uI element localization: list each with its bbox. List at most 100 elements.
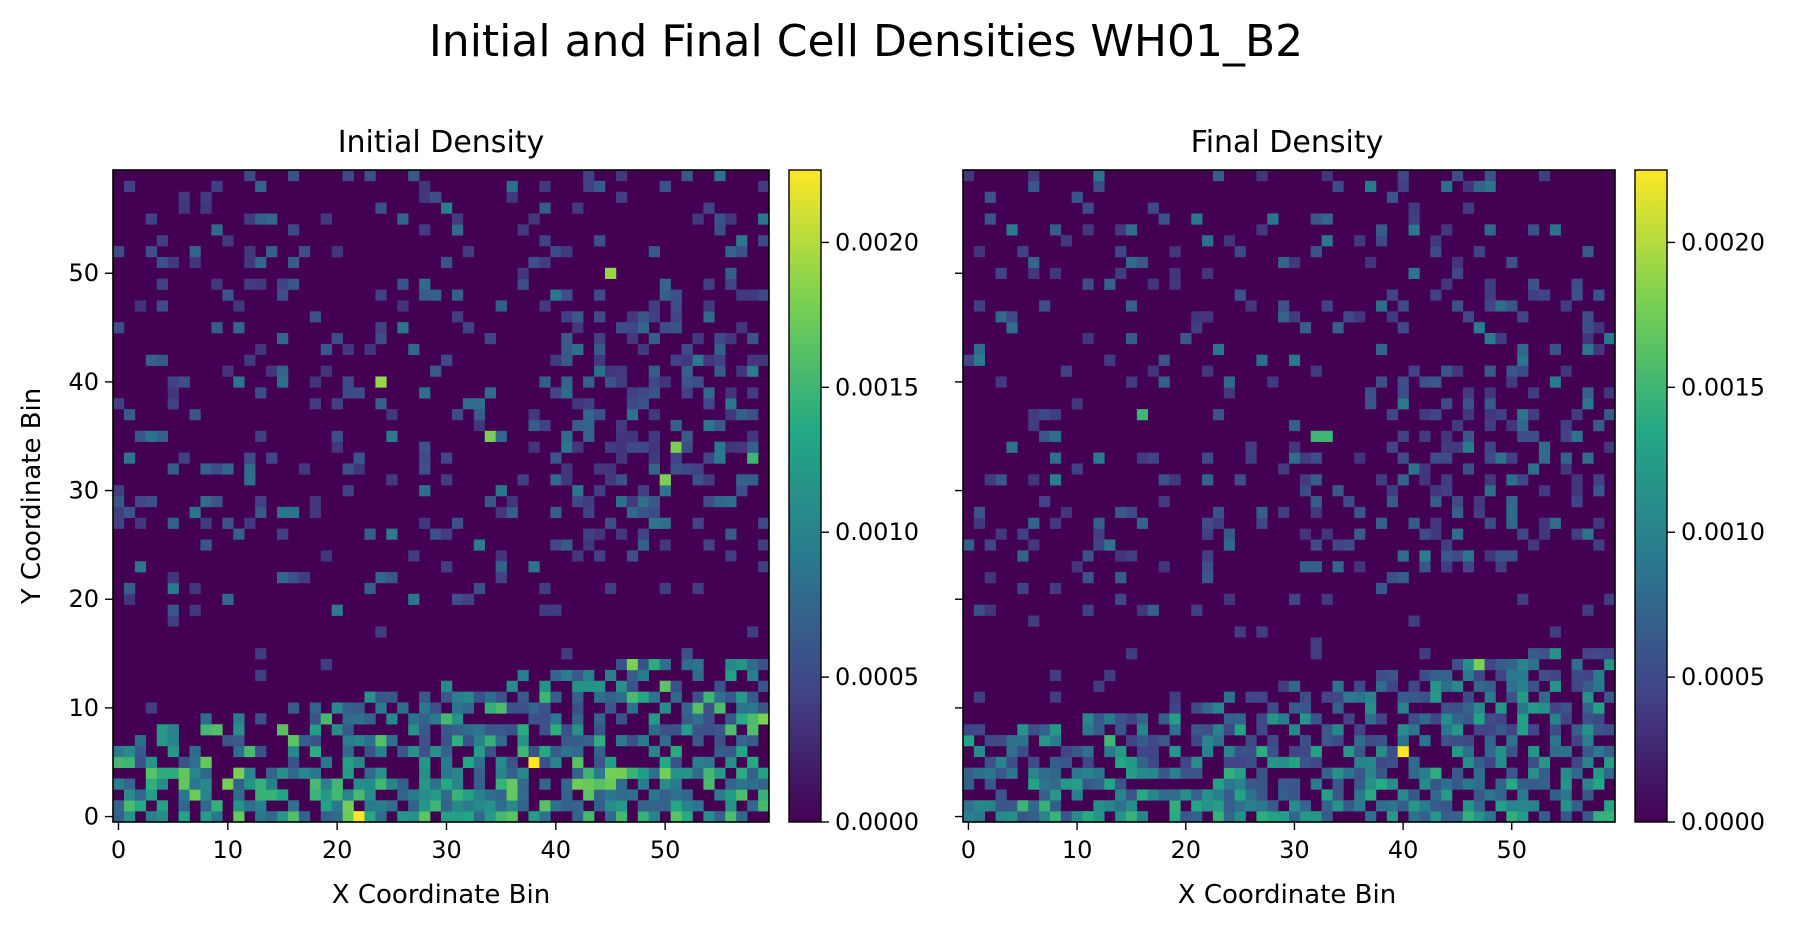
heatmap-cell <box>1582 246 1594 258</box>
heatmap-cell <box>1517 311 1529 323</box>
heatmap-cell <box>506 702 518 714</box>
heatmap-cell <box>1202 235 1214 247</box>
heatmap-cell <box>441 800 453 812</box>
heatmap-cell <box>1278 811 1290 823</box>
heatmap-cell <box>189 409 201 421</box>
heatmap-cell <box>1528 767 1540 779</box>
heatmap-cell <box>1354 561 1366 573</box>
heatmap-cell <box>441 680 453 692</box>
heatmap-cell <box>1191 724 1203 736</box>
heatmap-cell <box>309 767 322 779</box>
heatmap-cell <box>681 702 693 714</box>
heatmap-cell <box>1571 735 1583 747</box>
heatmap-cell <box>1549 343 1561 356</box>
heatmap-cell <box>747 778 759 790</box>
heatmap-cell <box>659 680 671 692</box>
heatmap-cell <box>1060 811 1072 823</box>
heatmap-cell <box>495 485 507 497</box>
heatmap-cell <box>550 246 562 258</box>
heatmap-cell <box>725 213 737 225</box>
heatmap-cell <box>156 811 168 823</box>
heatmap-cell <box>277 789 289 801</box>
heatmap-cell <box>134 756 147 768</box>
heatmap-cell <box>1212 778 1225 790</box>
heatmap-cell <box>167 387 179 399</box>
heatmap-cell <box>659 659 671 671</box>
heatmap-cell <box>528 702 540 714</box>
heatmap-cell <box>353 463 365 475</box>
heatmap-cell <box>1028 724 1040 736</box>
heatmap-cell <box>572 735 584 747</box>
heatmap-cell <box>1408 811 1420 823</box>
heatmap-cell <box>1202 789 1214 801</box>
heatmap-cell <box>626 398 639 410</box>
heatmap-cell <box>648 311 660 323</box>
heatmap-cell <box>594 789 606 801</box>
heatmap-cell <box>1593 669 1605 682</box>
heatmap-cell <box>1365 713 1377 725</box>
heatmap-cell <box>572 756 584 768</box>
heatmap-cell <box>1202 745 1214 758</box>
heatmap-cell <box>1158 376 1170 388</box>
heatmap-cell <box>1495 778 1507 790</box>
heatmap-cell <box>1365 387 1377 399</box>
heatmap-cell <box>1136 724 1149 736</box>
heatmap-cell <box>419 735 431 747</box>
heatmap-cell <box>320 713 332 725</box>
heatmap-cell <box>692 474 704 486</box>
heatmap-cell <box>113 485 125 497</box>
heatmap-cell <box>266 365 278 377</box>
heatmap-cell <box>725 267 737 279</box>
heatmap-cell <box>637 506 650 519</box>
heatmap-cell <box>1408 213 1420 225</box>
heatmap-cell <box>287 800 300 812</box>
heatmap-cell <box>1321 170 1333 182</box>
heatmap-cell <box>1223 756 1235 768</box>
heatmap-cell <box>1593 648 1605 660</box>
heatmap-cell <box>1365 702 1377 714</box>
final-density-panel: Final Density 0 10 20 30 40 50 X Coordinate B… <box>955 125 1765 910</box>
heatmap-cell <box>736 659 748 671</box>
heatmap-cell <box>364 745 376 758</box>
heatmap-cell <box>1256 713 1268 725</box>
heatmap-cell <box>1582 669 1594 682</box>
heatmap-cell <box>1571 756 1583 768</box>
heatmap-cell <box>1202 474 1214 486</box>
heatmap-cell <box>441 735 453 747</box>
heatmap-cell <box>550 354 562 366</box>
heatmap-cell <box>277 333 289 345</box>
heatmap-cell <box>670 767 682 779</box>
heatmap-cell <box>539 745 551 758</box>
heatmap-cell <box>200 496 212 508</box>
heatmap-cell <box>1071 811 1083 823</box>
heatmap-cell <box>441 474 453 486</box>
heatmap-cell <box>1082 756 1094 768</box>
heatmap-cell <box>167 604 179 616</box>
heatmap-cell <box>473 778 486 790</box>
heatmap-cell <box>583 180 595 193</box>
heatmap-cell <box>1245 745 1257 758</box>
heatmap-cell <box>736 713 748 725</box>
heatmap-cell <box>1028 756 1040 768</box>
heatmap-cell <box>1234 800 1246 812</box>
heatmap-cell <box>1234 745 1246 758</box>
heatmap-cell <box>995 735 1007 747</box>
heatmap-cell <box>594 528 606 540</box>
heatmap-cell <box>277 572 289 584</box>
heatmap-cell <box>1321 213 1333 225</box>
heatmap-cell <box>1202 702 1214 714</box>
heatmap-cell <box>1191 735 1203 747</box>
heatmap-cell <box>703 452 715 464</box>
heatmap-cell <box>309 724 322 736</box>
heatmap-cell <box>320 756 332 768</box>
heatmap-cell <box>670 311 682 323</box>
heatmap-cell <box>1582 680 1594 692</box>
heatmap-cell <box>572 419 584 432</box>
heatmap-cell <box>1354 745 1366 758</box>
heatmap-cell <box>375 572 387 584</box>
heatmap-cell <box>1549 224 1561 236</box>
heatmap-cell <box>995 767 1007 779</box>
heatmap-cell <box>1397 474 1409 486</box>
heatmap-cell <box>703 724 715 736</box>
heatmap-cell <box>1115 550 1127 562</box>
